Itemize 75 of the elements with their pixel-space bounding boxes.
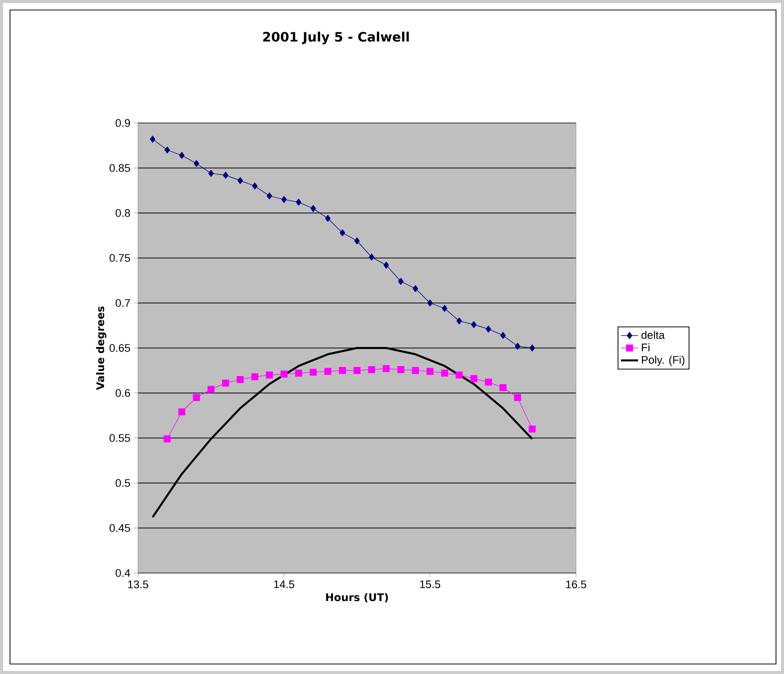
point (324, 368, 332, 375)
point (456, 371, 463, 378)
x-tick-label: 14.5 (274, 580, 294, 588)
point (456, 317, 462, 324)
point (150, 136, 156, 143)
point (164, 146, 170, 154)
point (192, 394, 200, 401)
point (252, 182, 258, 190)
point (194, 160, 200, 167)
point (514, 394, 522, 401)
x-tick-label: 15.5 (420, 580, 440, 588)
point (470, 375, 478, 382)
point (442, 304, 448, 312)
point (427, 299, 433, 306)
point (368, 254, 374, 261)
point (164, 435, 171, 442)
point (484, 378, 492, 386)
point (426, 368, 434, 375)
point (208, 170, 214, 177)
legend-label: delta (641, 330, 665, 339)
y-tick-label: 0.45 (110, 524, 130, 532)
legend-label: Poly. (Fi) (642, 356, 684, 366)
point (500, 332, 506, 339)
point (296, 198, 302, 206)
point (338, 366, 346, 374)
point (530, 344, 535, 352)
point (280, 370, 288, 378)
point (178, 408, 186, 416)
y-tick-label: 0.8 (116, 209, 130, 217)
point (528, 425, 536, 432)
point (354, 366, 361, 374)
point (500, 384, 507, 392)
y-tick-label: 0.7 (116, 299, 130, 307)
point (354, 237, 360, 244)
point (281, 196, 287, 203)
point (179, 152, 185, 159)
y-tick-label: 0.5 (116, 479, 130, 487)
y-axis-title: Value degrees (96, 306, 106, 390)
y-tick-label: 0.4 (116, 569, 130, 577)
point (208, 386, 215, 393)
point (340, 229, 346, 236)
point (325, 214, 331, 222)
x-axis-title: Hours (UT) (326, 593, 388, 602)
y-tick-label: 0.55 (110, 434, 130, 442)
point (236, 376, 244, 383)
y-tick-label: 0.65 (110, 344, 130, 352)
point (222, 172, 228, 179)
point (382, 365, 390, 372)
y-tick-label: 0.75 (110, 254, 130, 262)
point (412, 285, 418, 292)
point (412, 366, 419, 374)
line-series (152, 346, 534, 518)
point (486, 326, 492, 333)
point (368, 366, 376, 374)
point (251, 373, 258, 380)
point (266, 192, 272, 200)
y-tick-label: 0.85 (110, 164, 130, 172)
point (398, 278, 404, 285)
y-tick-label: 0.6 (116, 389, 130, 397)
point (514, 342, 520, 350)
y-tick-label: 0.9 (116, 119, 130, 127)
chart-title: 2001 July 5 - Calwell (263, 32, 409, 44)
x-tick-label: 16.5 (566, 580, 586, 588)
point (397, 366, 404, 374)
point (441, 370, 448, 377)
point (266, 371, 273, 378)
point (310, 368, 317, 376)
point (310, 204, 316, 212)
point (295, 370, 302, 377)
point (222, 380, 230, 387)
point (238, 177, 243, 184)
x-tick-label: 13.5 (128, 580, 148, 588)
point (384, 262, 389, 269)
legend-label: Fi (642, 343, 650, 352)
point (471, 321, 477, 328)
